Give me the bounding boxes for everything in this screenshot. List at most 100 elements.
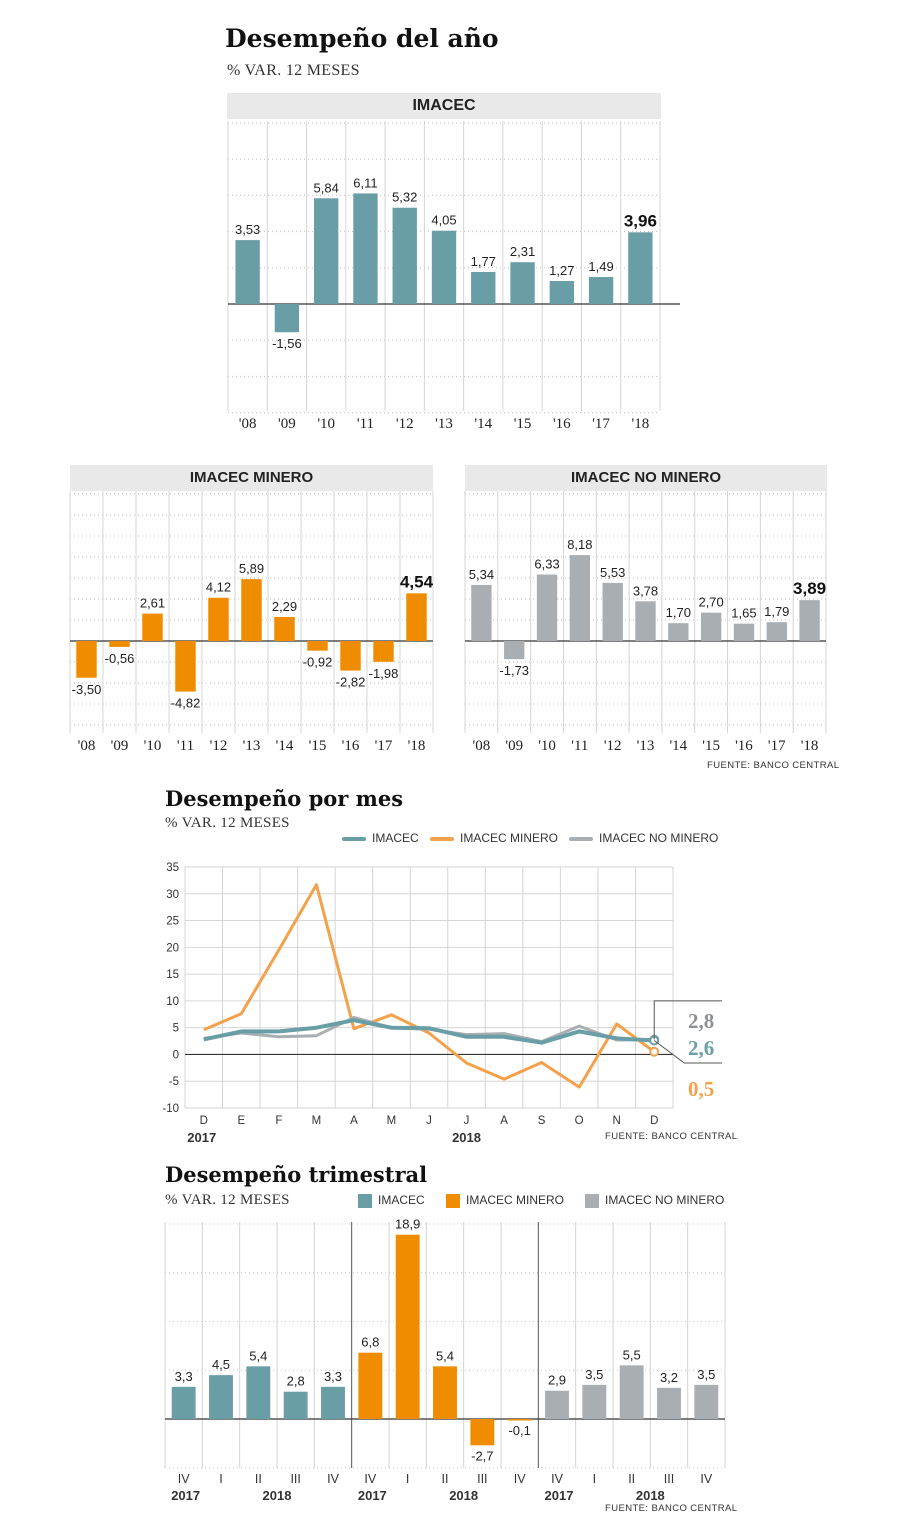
data-label: 5,84 bbox=[314, 180, 339, 195]
data-label: -3,50 bbox=[72, 682, 102, 697]
end-value-nominero: 2,8 bbox=[688, 1009, 715, 1033]
legend-minero: IMACEC MINERO bbox=[430, 831, 558, 845]
q-legend-label-nominero: IMACEC NO MINERO bbox=[605, 1193, 725, 1207]
legend-label-nominero: IMACEC NO MINERO bbox=[599, 831, 719, 845]
y-tick-label: 5 bbox=[173, 1023, 179, 1035]
callout-line-imacec bbox=[653, 1040, 722, 1064]
tick-label: '10 bbox=[144, 738, 162, 754]
x-tick-label: F bbox=[275, 1115, 282, 1127]
data-label: 6,11 bbox=[353, 175, 377, 190]
tick-label: '14 bbox=[474, 416, 492, 432]
data-label: 5,4 bbox=[436, 1348, 454, 1363]
data-label: -0,56 bbox=[105, 651, 135, 666]
x-tick-label: J bbox=[464, 1115, 470, 1127]
tick-label: '15 bbox=[702, 738, 720, 754]
x-tick-label: N bbox=[613, 1115, 621, 1127]
tick-label: '10 bbox=[317, 416, 335, 432]
tick-label: '09 bbox=[505, 738, 523, 754]
bar-imacec-minero-2 bbox=[433, 1366, 457, 1419]
bar-imacec-2 bbox=[246, 1366, 271, 1419]
data-label: 3,2 bbox=[660, 1370, 678, 1385]
data-label: 5,89 bbox=[239, 561, 264, 576]
bar-14 bbox=[668, 623, 689, 641]
q-legend-swatch-imacec bbox=[358, 1193, 372, 1208]
q-legend-label-imacec: IMACEC bbox=[378, 1193, 425, 1207]
bar-imacec-minero-0 bbox=[358, 1352, 383, 1419]
quarter-tick-label: II bbox=[255, 1472, 262, 1486]
q-year-2018: 2018 bbox=[636, 1488, 665, 1503]
data-label: 1,79 bbox=[764, 604, 789, 619]
bar-11 bbox=[353, 193, 378, 304]
annual-source: FUENTE: BANCO CENTRAL bbox=[707, 760, 840, 771]
bar-10 bbox=[142, 613, 163, 641]
tick-label: '08 bbox=[78, 738, 96, 754]
x-tick-label: D bbox=[650, 1115, 658, 1127]
data-label: -1,56 bbox=[272, 336, 302, 351]
x-tick-label: E bbox=[237, 1115, 245, 1127]
data-label: 6,8 bbox=[361, 1335, 379, 1350]
data-label: 4,5 bbox=[212, 1357, 230, 1372]
bar-15 bbox=[700, 612, 722, 641]
x-tick-label: M bbox=[312, 1115, 322, 1127]
data-label: 3,78 bbox=[633, 583, 658, 598]
tick-label: '10 bbox=[538, 738, 556, 754]
data-label: 2,8 bbox=[287, 1374, 305, 1389]
tick-label: '17 bbox=[768, 738, 786, 754]
bar-14 bbox=[471, 271, 496, 304]
data-label: -0,92 bbox=[303, 655, 333, 670]
q-year-2017: 2017 bbox=[545, 1488, 574, 1503]
bar-18 bbox=[628, 232, 653, 304]
section2-title: Desempeño por mes bbox=[165, 786, 404, 811]
bar-imacec-no-minero-2 bbox=[619, 1365, 644, 1419]
legend-swatch-nominero bbox=[569, 836, 593, 841]
y-tick-label: 10 bbox=[166, 996, 179, 1008]
y-tick-label: -10 bbox=[162, 1103, 179, 1115]
data-label: -1,98 bbox=[369, 666, 399, 681]
tick-label: '16 bbox=[553, 416, 571, 432]
bar-imacec-no-minero-1 bbox=[582, 1384, 607, 1419]
tick-label: '12 bbox=[604, 738, 622, 754]
bar-16 bbox=[549, 281, 574, 304]
data-label: -1,73 bbox=[499, 663, 529, 678]
y-tick-label: 35 bbox=[166, 862, 179, 874]
end-value-imacec: 2,6 bbox=[688, 1036, 715, 1060]
tick-label: '11 bbox=[357, 416, 374, 432]
bar-12 bbox=[392, 207, 417, 304]
bar-10 bbox=[536, 574, 558, 641]
tick-label: '14 bbox=[276, 738, 294, 754]
data-label: 2,70 bbox=[698, 595, 723, 610]
data-label: 2,61 bbox=[140, 596, 165, 611]
bar-imacec-minero-1 bbox=[395, 1234, 420, 1419]
tick-label: '17 bbox=[592, 416, 610, 432]
q-legend-nominero: IMACEC NO MINERO bbox=[585, 1193, 724, 1208]
tick-label: '14 bbox=[669, 738, 687, 754]
tick-label: '13 bbox=[637, 738, 655, 754]
bar-imacec-0 bbox=[171, 1386, 196, 1419]
data-label: 5,5 bbox=[623, 1347, 641, 1362]
tick-label: '15 bbox=[514, 416, 532, 432]
section1-subtitle: % VAR. 12 MESES bbox=[227, 62, 360, 79]
y-tick-label: 25 bbox=[166, 916, 179, 928]
tick-label: '11 bbox=[177, 738, 194, 754]
y-tick-label: -5 bbox=[169, 1076, 179, 1088]
q-legend-label-minero: IMACEC MINERO bbox=[466, 1193, 565, 1207]
data-label: 1,70 bbox=[666, 605, 691, 620]
data-label: 3,3 bbox=[324, 1369, 342, 1384]
minero-panel-header: IMACEC MINERO bbox=[70, 465, 433, 491]
data-label: 3,96 bbox=[624, 211, 657, 230]
bar-13 bbox=[241, 579, 262, 641]
end-value-minero: 0,5 bbox=[688, 1077, 715, 1101]
tick-label: '12 bbox=[396, 416, 414, 432]
section2-subtitle: % VAR. 12 MESES bbox=[165, 815, 290, 831]
q-year-2017: 2017 bbox=[358, 1488, 387, 1503]
data-label: 3,53 bbox=[235, 222, 260, 237]
quarter-tick-label: I bbox=[593, 1472, 596, 1486]
bar-11 bbox=[569, 555, 591, 641]
tick-label: '16 bbox=[735, 738, 753, 754]
bar-15 bbox=[307, 641, 328, 651]
monthly-source: FUENTE: BANCO CENTRAL bbox=[605, 1131, 738, 1142]
quarter-tick-label: II bbox=[442, 1472, 449, 1486]
data-label: 5,53 bbox=[600, 565, 625, 580]
tick-label: '08 bbox=[473, 738, 491, 754]
